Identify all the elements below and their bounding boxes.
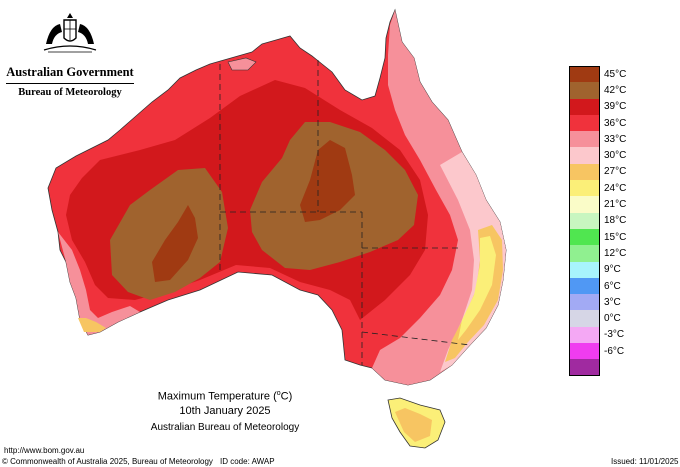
southwest-tip	[78, 318, 106, 332]
title-suffix: C)	[280, 390, 293, 403]
melville-island	[227, 57, 257, 71]
legend-swatch	[569, 245, 600, 262]
west-extreme	[152, 205, 198, 282]
bom-url-link[interactable]: http://www.bom.gov.au	[4, 446, 85, 455]
legend-swatch	[569, 261, 600, 278]
legend-swatch	[569, 196, 600, 213]
legend-label: 42°C	[604, 84, 627, 96]
legend-label: 30°C	[604, 150, 627, 162]
legend-label: 6°C	[604, 280, 621, 292]
legend-label: 27°C	[604, 166, 627, 178]
legend-row: 45°C	[569, 66, 627, 83]
west-hot-core	[110, 168, 228, 300]
legend-row	[569, 359, 626, 376]
legend-row: 42°C	[569, 82, 627, 99]
legend-row: -6°C	[569, 343, 626, 360]
legend-label: 3°C	[604, 296, 621, 308]
state-borders	[219, 60, 471, 365]
legend-swatch	[569, 343, 600, 360]
legend-label: -6°C	[604, 345, 625, 357]
legend-swatch	[569, 310, 600, 327]
legend-swatch	[569, 163, 600, 181]
legend-label: 33°C	[604, 133, 627, 145]
legend-row: 3°C	[569, 294, 626, 311]
map-title-source: Australian Bureau of Meteorology	[150, 422, 300, 433]
east-highlands-cool	[458, 236, 496, 340]
legend-row: 0°C	[569, 310, 626, 327]
org-title: Australian Government	[6, 65, 134, 79]
legend-row: 9°C	[569, 261, 626, 278]
legend-swatch	[569, 180, 600, 197]
legend-row: 39°C	[569, 98, 627, 115]
legend-swatch	[569, 228, 600, 246]
legend-row: 24°C	[569, 180, 627, 197]
southwest-coast	[58, 232, 140, 335]
legend-label: 45°C	[604, 68, 627, 80]
temperature-legend: 45°C 42°C 39°C 36°C 33°C 30°C 27°C 24°C 21°C 18°C…	[569, 66, 626, 376]
legend-row: 33°C	[569, 131, 627, 148]
legend-row: -3°C	[569, 326, 626, 344]
legend-swatch	[569, 277, 600, 295]
legend-label: 21°C	[604, 199, 627, 211]
legend-row: 15°C	[569, 228, 627, 246]
org-subtitle: Bureau of Meteorology	[18, 87, 122, 98]
title-degree: o	[276, 390, 281, 397]
legend-row: 27°C	[569, 163, 627, 181]
legend-label: 24°C	[604, 182, 627, 194]
legend-swatch	[569, 114, 600, 132]
copyright-text: © Commonwealth of Australia 2025, Bureau…	[2, 457, 213, 466]
legend-label: 9°C	[604, 264, 621, 276]
central-extreme	[300, 140, 355, 222]
title-prefix: Maximum Temperature (	[157, 390, 277, 403]
tasmania-south	[395, 408, 432, 442]
legend-swatch	[569, 147, 600, 164]
id-code-text: ID code: AWAP	[220, 457, 275, 466]
east-coast-strip	[440, 152, 506, 372]
legend-label: 39°C	[604, 101, 627, 113]
legend-row: 6°C	[569, 277, 626, 295]
legend-label: 0°C	[604, 313, 621, 325]
legend-label: 18°C	[604, 215, 627, 227]
issued-date-text: Issued: 11/01/2025	[611, 457, 679, 466]
legend-swatch	[569, 66, 600, 83]
legend-swatch	[569, 359, 600, 376]
legend-row: 30°C	[569, 147, 627, 164]
legend-label: -3°C	[604, 329, 625, 341]
legend-row: 36°C	[569, 114, 627, 132]
legend-label: 36°C	[604, 117, 627, 129]
legend-swatch	[569, 212, 600, 229]
legend-swatch	[569, 98, 600, 115]
legend-row: 18°C	[569, 212, 627, 229]
legend-row: 21°C	[569, 196, 627, 213]
org-divider	[6, 83, 134, 84]
legend-swatch	[569, 294, 600, 311]
legend-swatch	[569, 82, 600, 99]
legend-label: 15°C	[604, 231, 627, 243]
government-logo: Australian Government Bureau of Meteorol…	[6, 12, 134, 98]
map-title-line1: Maximum Temperature (oC)	[90, 386, 360, 405]
legend-swatch	[569, 326, 600, 344]
legend-label: 12°C	[604, 247, 627, 259]
legend-swatch	[569, 131, 600, 148]
map-title-date: 10th January 2025	[179, 405, 271, 417]
legend-row: 12°C	[569, 245, 627, 262]
coat-of-arms-icon	[43, 13, 97, 53]
